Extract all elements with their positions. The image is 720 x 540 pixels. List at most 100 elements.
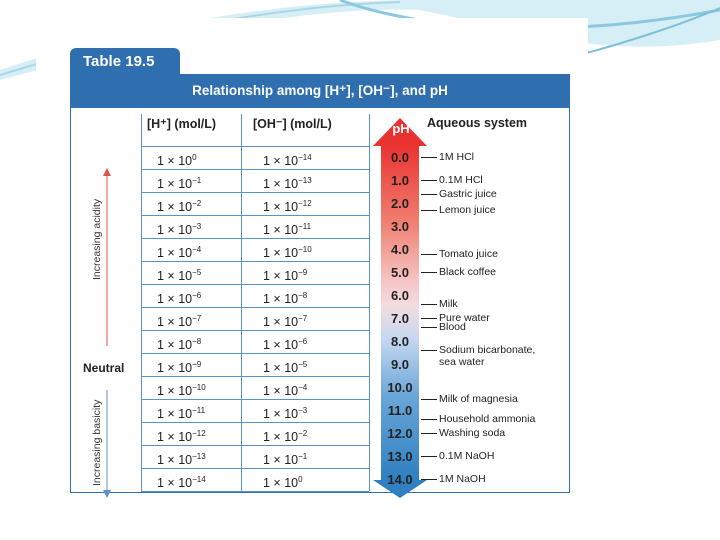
oh-ion-cell: 1 × 10−13	[263, 169, 312, 192]
oh-ion-exponent: −11	[298, 222, 312, 231]
h-ion-base: 1 × 10	[157, 453, 193, 467]
h-ion-exponent: −7	[192, 314, 202, 323]
ph-value: 14.0	[387, 472, 413, 487]
h-ion-base: 1 × 10	[157, 315, 193, 329]
oh-ion-base: 1 × 10	[263, 384, 299, 398]
ph-value: 8.0	[390, 334, 410, 349]
grid-row-line	[141, 192, 369, 193]
oh-ion-base: 1 × 10	[263, 361, 299, 375]
grid-row-line	[141, 215, 369, 216]
aqueous-system-pointer	[421, 318, 437, 319]
table-number-tab: Table 19.5	[70, 48, 180, 74]
aqueous-system-pointer	[421, 193, 437, 195]
oh-ion-base: 1 × 10	[263, 177, 299, 191]
aqueous-system-pointer	[421, 272, 437, 273]
oh-ion-base: 1 × 10	[263, 269, 299, 283]
oh-ion-cell: 1 × 100	[263, 468, 303, 491]
aqueous-system-pointer	[421, 157, 437, 158]
oh-ion-cell: 1 × 10−1	[263, 445, 307, 468]
aqueous-system-label: Blood	[439, 321, 466, 334]
h-ion-exponent: −2	[192, 199, 202, 208]
h-ion-exponent: −13	[192, 452, 206, 461]
aqueous-system-pointer	[421, 433, 437, 434]
aqueous-system-label: Tomato juice	[439, 247, 498, 260]
grid-row-line	[141, 169, 369, 170]
aqueous-system-pointer	[421, 304, 437, 306]
h-ion-exponent: −1	[192, 176, 202, 185]
aqueous-system-label: 1M NaOH	[439, 473, 486, 485]
h-ion-exponent: −11	[192, 406, 206, 415]
h-ion-cell: 1 × 10−4	[157, 238, 201, 261]
oh-ion-base: 1 × 10	[263, 223, 299, 237]
oh-ion-column-header: [OH⁻] (mol/L)	[253, 117, 332, 131]
h-ion-exponent: −12	[192, 429, 206, 438]
aqueous-system-pointer	[421, 180, 437, 181]
ph-arrow-top	[373, 118, 427, 146]
oh-ion-exponent: −12	[298, 199, 312, 208]
oh-ion-base: 1 × 10	[263, 338, 299, 352]
oh-ion-base: 1 × 10	[263, 476, 299, 490]
aqueous-system-label: Lemon juice	[439, 203, 496, 216]
oh-ion-exponent: −7	[298, 314, 308, 323]
h-ion-cell: 1 × 10−10	[157, 376, 206, 399]
ph-value: 1.0	[390, 173, 410, 188]
oh-ion-cell: 1 × 10−5	[263, 353, 307, 376]
ph-value: 4.0	[390, 242, 410, 257]
ph-value: 6.0	[390, 288, 410, 303]
ph-table-figure: Table 19.5 Relationship among [H⁺], [OH⁻…	[70, 48, 570, 498]
h-ion-cell: 1 × 10−7	[157, 307, 201, 330]
ph-value: 5.0	[390, 265, 410, 280]
h-ion-exponent: −10	[192, 383, 206, 392]
ph-value: 11.0	[387, 403, 413, 418]
h-ion-cell: 1 × 10−8	[157, 330, 201, 353]
ph-value: 9.0	[390, 357, 410, 372]
h-ion-cell: 1 × 10−3	[157, 215, 201, 238]
oh-ion-base: 1 × 10	[263, 246, 299, 260]
ph-arrow-bottom	[373, 480, 427, 498]
h-ion-base: 1 × 10	[157, 338, 193, 352]
oh-ion-cell: 1 × 10−10	[263, 238, 312, 261]
aqueous-system-pointer	[421, 398, 437, 400]
table-title-banner: Relationship among [H⁺], [OH⁻], and pH	[70, 74, 570, 108]
h-ion-column-header: [H⁺] (mol/L)	[147, 117, 217, 131]
ph-value: 10.0	[387, 380, 413, 395]
aqueous-system-label: Pure water	[439, 312, 490, 324]
ph-value: 2.0	[390, 196, 410, 211]
aqueous-system-pointer	[421, 209, 437, 211]
oh-ion-exponent: −13	[298, 176, 312, 185]
aqueous-system-pointer	[421, 456, 437, 457]
oh-ion-exponent: −3	[298, 406, 308, 415]
oh-ion-exponent: −4	[298, 383, 308, 392]
oh-ion-exponent: −2	[298, 429, 308, 438]
oh-ion-cell: 1 × 10−9	[263, 261, 307, 284]
grid-header-line	[141, 146, 369, 147]
h-ion-exponent: −3	[192, 222, 202, 231]
ph-gradient-bar	[381, 144, 419, 480]
aqueous-system-label: Milk of magnesia	[439, 392, 518, 405]
h-ion-cell: 1 × 10−5	[157, 261, 201, 284]
aqueous-system-label: 1M HCl	[439, 151, 475, 163]
grid-row-line	[141, 422, 369, 423]
acidity-basicity-arrows	[103, 168, 111, 498]
h-ion-base: 1 × 10	[157, 269, 193, 283]
h-ion-base: 1 × 10	[157, 476, 193, 490]
grid-row-line	[141, 491, 369, 492]
ph-value: 7.0	[390, 311, 410, 326]
ph-value: 13.0	[387, 449, 413, 464]
grid-row-line	[141, 376, 369, 377]
grid-row-line	[141, 284, 369, 285]
aqueous-system-pointer	[421, 419, 437, 421]
oh-ion-cell: 1 × 10−14	[263, 146, 312, 169]
h-ion-base: 1 × 10	[157, 246, 193, 260]
h-ion-exponent: −8	[192, 337, 202, 346]
h-ion-base: 1 × 10	[157, 384, 193, 398]
oh-ion-base: 1 × 10	[263, 453, 299, 467]
oh-ion-base: 1 × 10	[263, 292, 299, 306]
ph-column-header: pH	[392, 121, 410, 136]
grid-row-line	[141, 307, 369, 308]
oh-ion-base: 1 × 10	[263, 154, 299, 168]
aqueous-system-label: Washing soda	[439, 427, 506, 439]
oh-ion-exponent: 0	[298, 475, 303, 484]
oh-ion-cell: 1 × 10−6	[263, 330, 307, 353]
oh-ion-exponent: −9	[298, 268, 308, 277]
